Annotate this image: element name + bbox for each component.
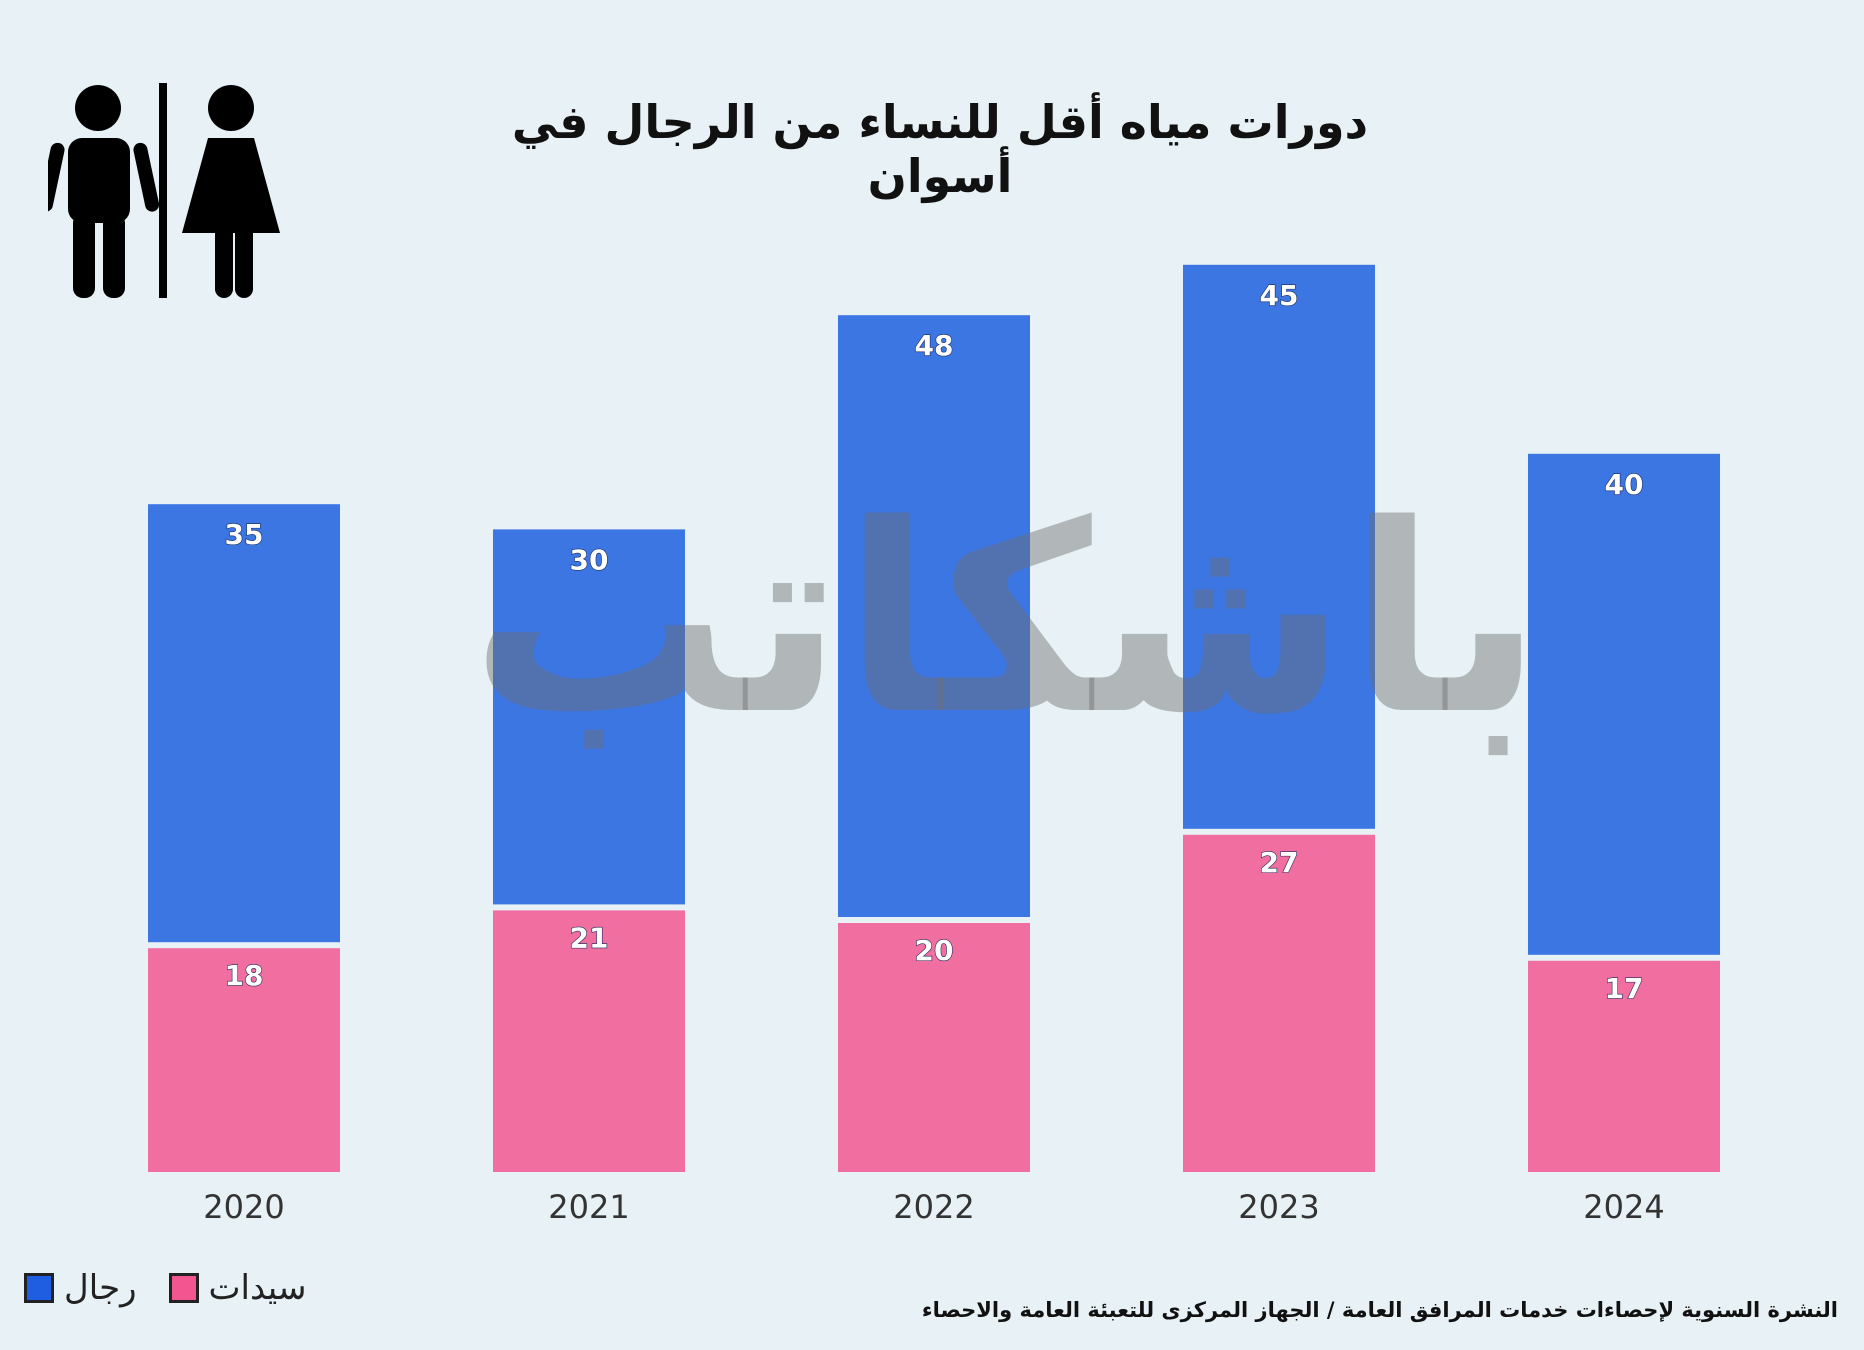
- legend-item-women: سيدات: [168, 1268, 307, 1308]
- data-label: 48: [915, 329, 954, 362]
- legend-label-men: رجال: [64, 1268, 137, 1308]
- x-tick-label: 2021: [548, 1188, 629, 1226]
- data-label: 30: [570, 543, 609, 576]
- bar-women-2024: [1528, 960, 1720, 1172]
- legend-label-women: سيدات: [208, 1268, 307, 1308]
- data-label: 20: [915, 934, 954, 967]
- x-tick-label: 2023: [1238, 1188, 1319, 1226]
- bar-women-2020: [148, 948, 340, 1172]
- data-label: 21: [570, 921, 609, 954]
- data-label: 45: [1260, 279, 1299, 312]
- restroom-icon: [48, 83, 280, 298]
- data-label: 40: [1605, 468, 1644, 501]
- bar-men-2024: [1528, 453, 1720, 955]
- x-tick-label: 2020: [203, 1188, 284, 1226]
- data-label: 17: [1605, 972, 1644, 1005]
- bar-women-2022: [838, 923, 1030, 1172]
- source-note: النشرة السنوية لإحصاءات خدمات المرافق ال…: [921, 1298, 1838, 1322]
- bar-men-2022: [838, 315, 1030, 917]
- bar-men-2023: [1183, 264, 1375, 829]
- bar-men-2021: [493, 529, 685, 905]
- x-tick-label: 2022: [893, 1188, 974, 1226]
- chart-title: دورات مياه أقل للنساء من الرجال في أسوان: [511, 95, 1369, 203]
- bar-women-2021: [493, 910, 685, 1172]
- bar-men-2020: [148, 504, 340, 943]
- x-tick-label: 2024: [1583, 1188, 1664, 1226]
- legend: رجال سيدات: [24, 1268, 307, 1308]
- legend-item-men: رجال: [24, 1268, 137, 1308]
- data-label: 18: [225, 959, 264, 992]
- bar-women-2023: [1183, 834, 1375, 1172]
- data-label: 35: [225, 518, 264, 551]
- legend-swatch-men: [24, 1273, 54, 1303]
- legend-swatch-women: [168, 1273, 199, 1303]
- data-label: 27: [1260, 846, 1299, 879]
